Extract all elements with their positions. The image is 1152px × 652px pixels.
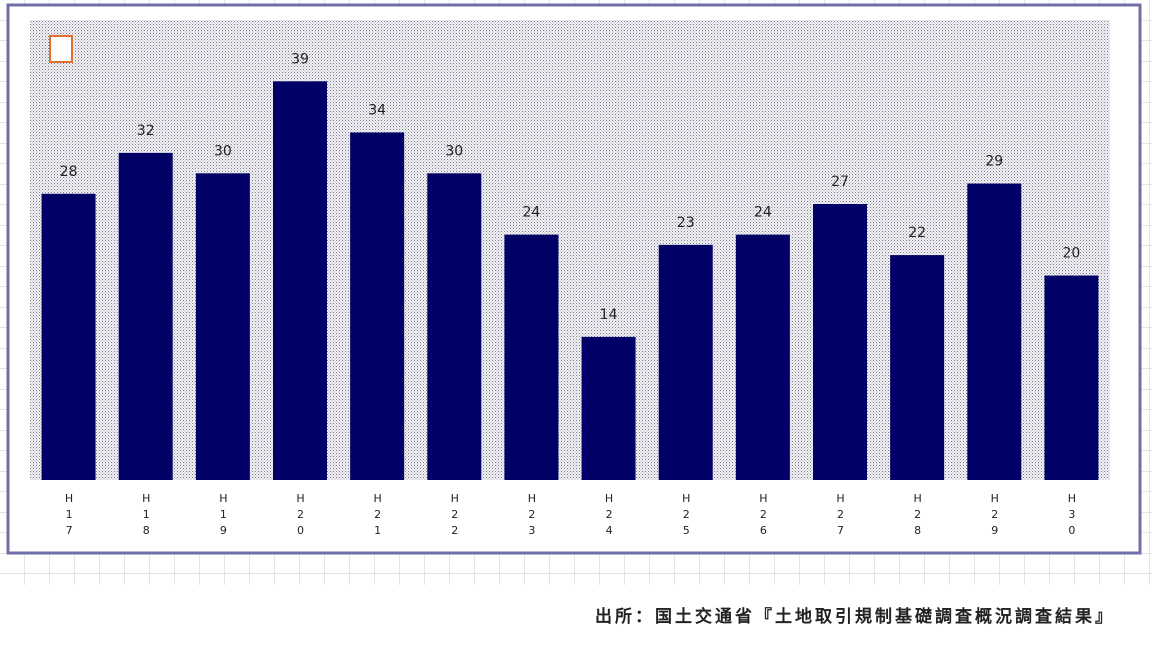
data-label: 27 [831,174,849,190]
paste-icon[interactable] [49,35,73,63]
bar [658,244,713,480]
data-label: 34 [368,102,386,118]
data-label: 24 [523,205,541,221]
data-label: 28 [60,164,78,180]
x-tick-label: H26 [757,492,770,540]
bar [581,336,636,480]
bar [41,193,96,480]
data-label: 14 [600,307,618,323]
bar [118,152,173,480]
x-tick-label: H24 [603,492,616,540]
plot-area [30,20,1110,480]
bar [813,204,867,480]
data-label: 30 [445,143,463,159]
x-tick-label: H19 [217,492,230,540]
data-label: 23 [677,215,695,231]
x-tick-label: H29 [988,492,1001,540]
source-note: 出所：国土交通省『土地取引規制基礎調査概況調査結果』 [595,606,1115,627]
bar [504,234,559,480]
x-tick-label: H21 [371,492,384,540]
x-tick-label: H20 [294,492,307,540]
data-label: 32 [137,123,155,139]
bar [735,234,790,480]
bar [427,173,482,481]
x-tick-label: H30 [1065,492,1078,540]
bar [967,183,1022,481]
x-tick-label: H25 [680,492,693,540]
x-tick-label: H18 [140,492,153,540]
x-tick-label: H17 [63,492,76,540]
data-label: 20 [1063,246,1081,262]
data-label: 39 [291,51,309,67]
x-tick-label: H22 [448,492,461,540]
bar [350,132,405,480]
bar [273,81,327,480]
data-label: 24 [754,205,772,221]
x-tick-label: H23 [525,492,538,540]
bar [1044,275,1099,480]
bar [890,255,945,480]
data-label: 22 [908,225,926,241]
bar [195,173,250,481]
x-tick-label: H27 [834,492,847,540]
source-row [0,585,1152,648]
x-tick-label: H28 [911,492,924,540]
data-label: 29 [985,154,1003,170]
data-label: 30 [214,143,232,159]
